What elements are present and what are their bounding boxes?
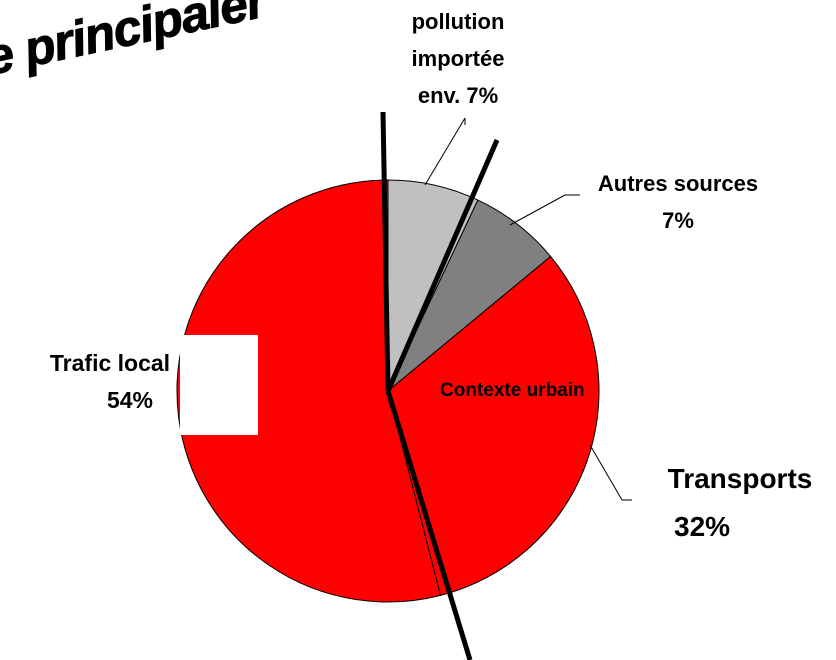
decor-line	[509, 194, 566, 226]
annotation: Contexte urbain	[440, 380, 585, 401]
label-box	[180, 335, 258, 435]
slice-label: Trafic local 54%	[10, 345, 210, 419]
decor-line	[424, 117, 466, 186]
slice-label: pollution importée env. 7%	[388, 3, 528, 114]
value-label: 54%	[106, 387, 154, 413]
category-label: Autres sources	[597, 171, 759, 196]
category-label: Trafic local	[49, 350, 171, 376]
decor-line	[385, 139, 500, 392]
value-label: 7%	[662, 208, 694, 233]
slice-label: Transports 32%	[640, 455, 836, 551]
category-label: pollution importée	[411, 9, 505, 71]
decor-line	[385, 390, 473, 660]
value-label: env. 7%	[417, 83, 499, 108]
value-label: 32%	[674, 511, 731, 542]
category-label: Transports	[667, 463, 813, 494]
decor-line	[589, 444, 623, 501]
pie-slice	[176, 179, 442, 603]
pie-slice	[387, 255, 600, 596]
decor-line	[380, 111, 391, 392]
slice-label: Autres sources 7%	[560, 165, 796, 239]
